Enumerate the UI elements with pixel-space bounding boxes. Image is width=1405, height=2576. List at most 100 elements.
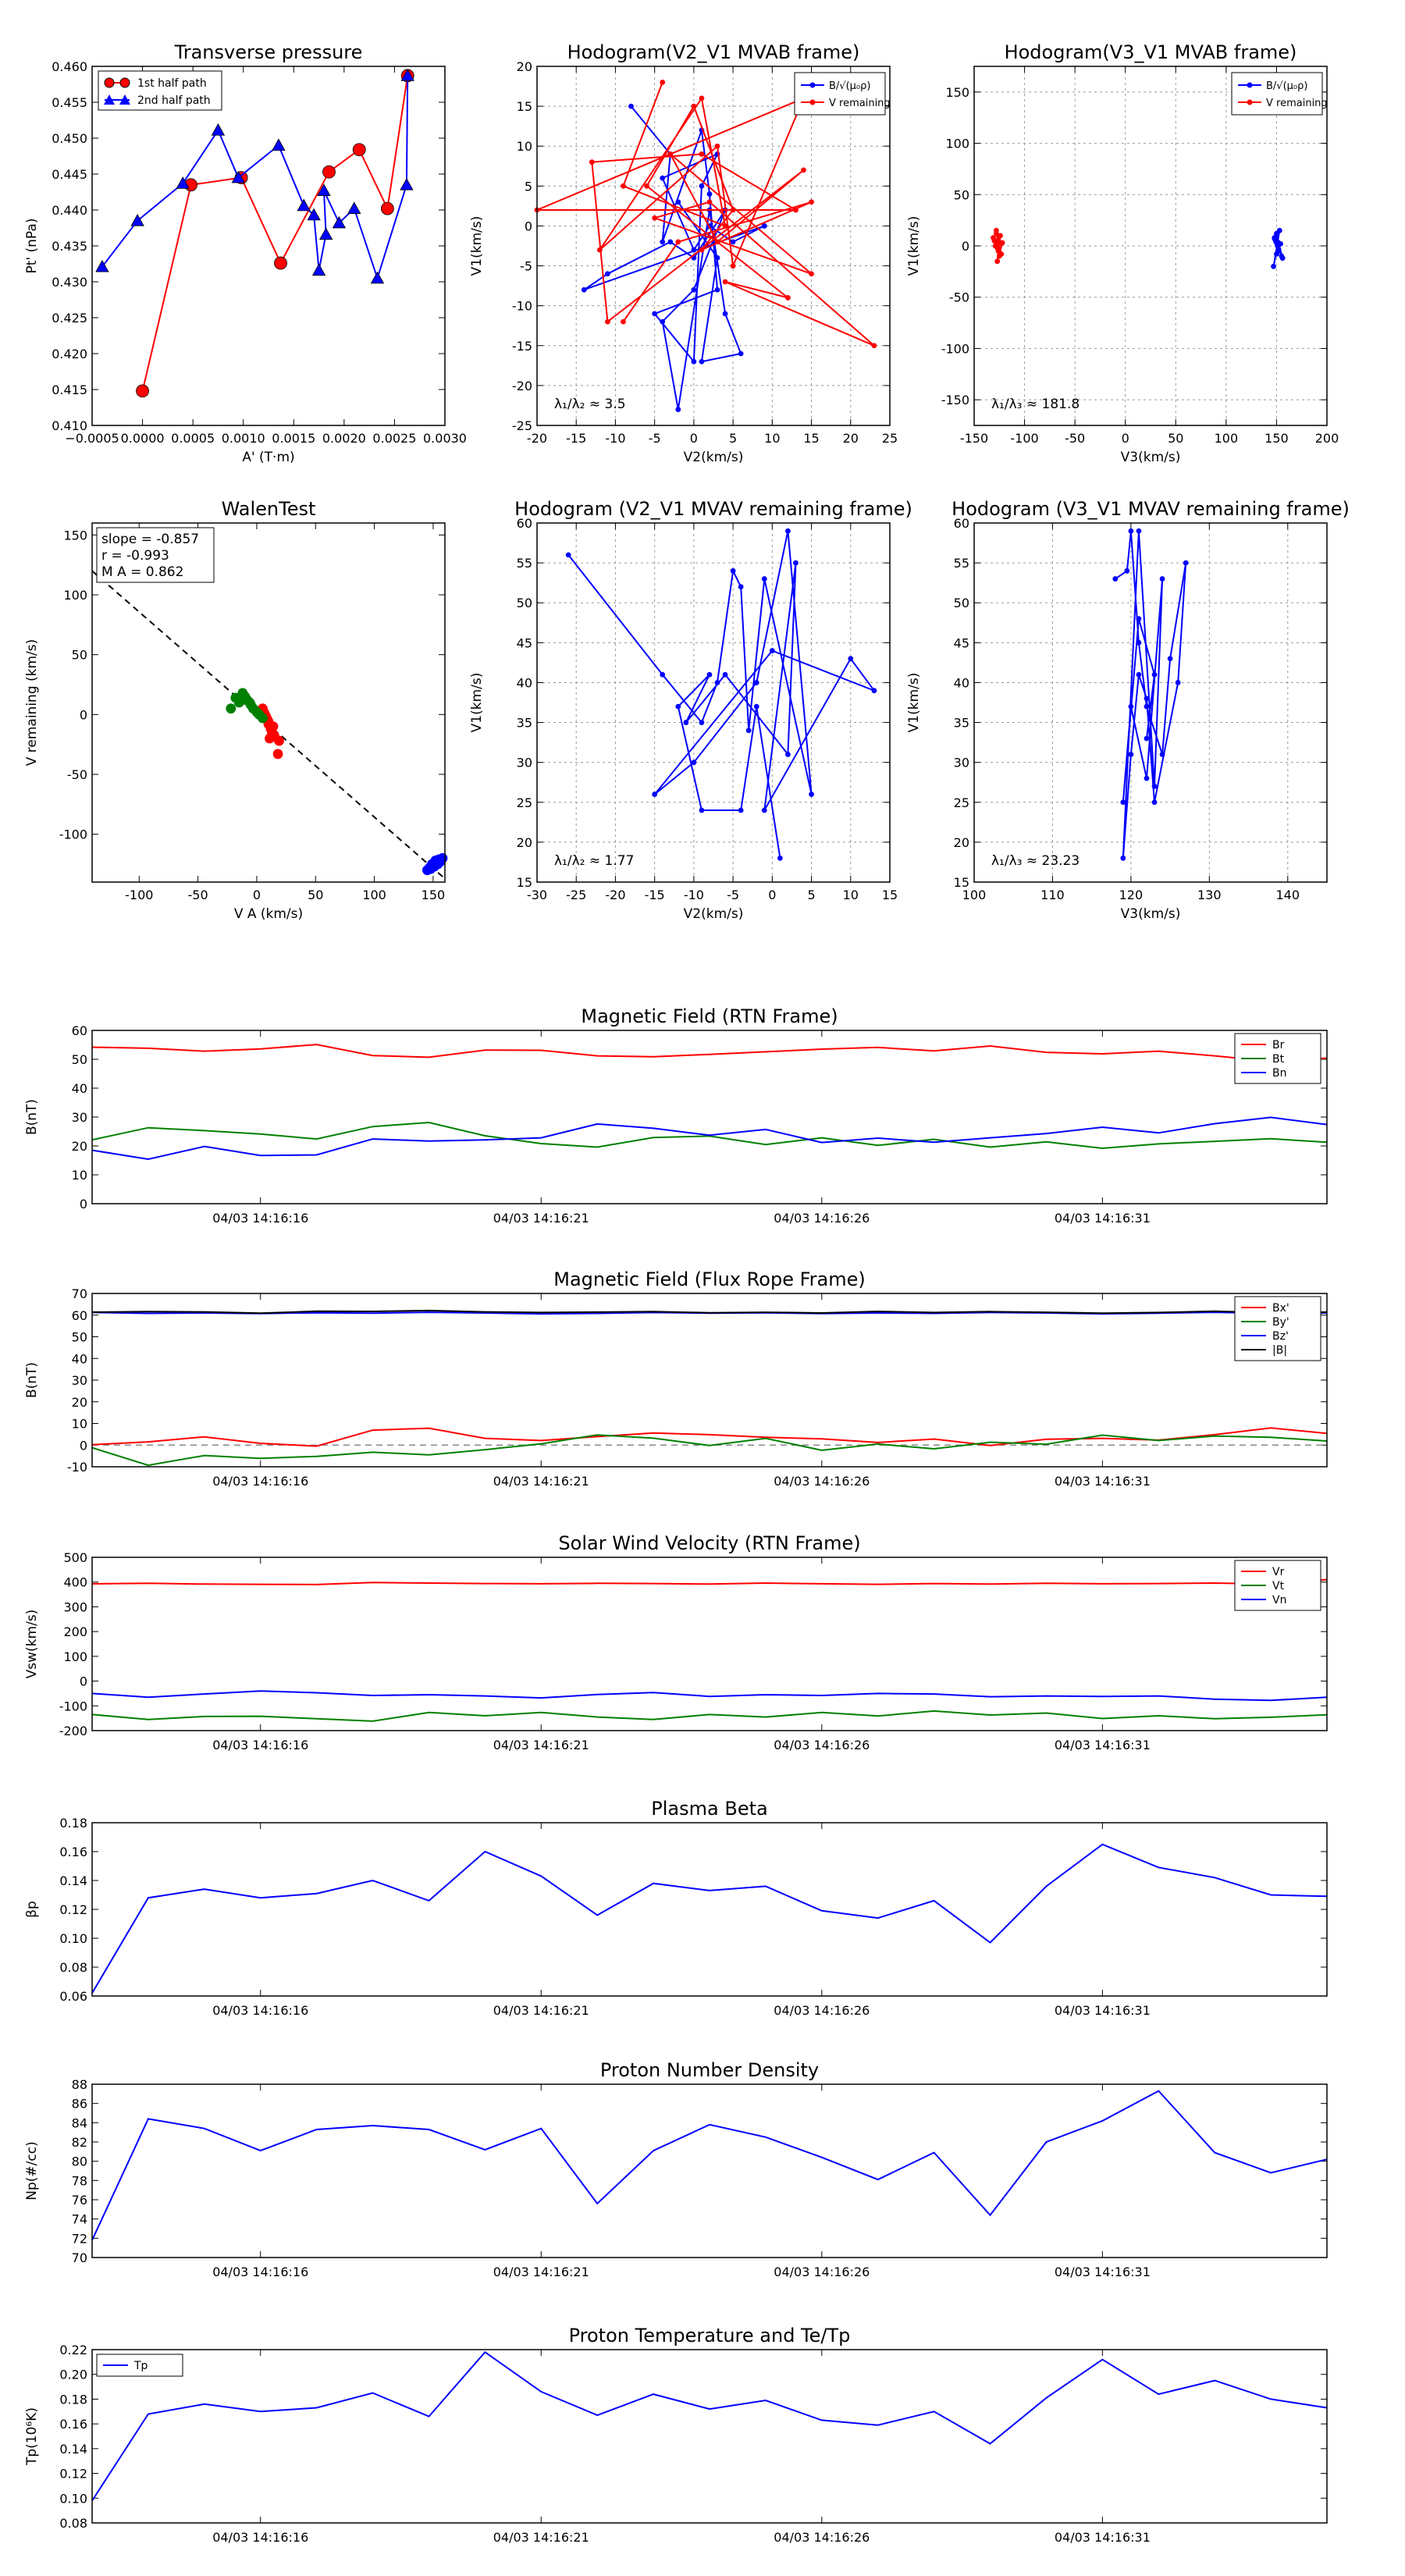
data-point xyxy=(994,245,1001,251)
circle-marker xyxy=(136,384,149,398)
y-tick-label: -100 xyxy=(941,341,969,356)
y-tick-label: 400 xyxy=(63,1575,87,1590)
triangle-marker xyxy=(297,198,311,212)
y-axis-label: Vsw(km/s) xyxy=(24,1610,40,1679)
scatter-point xyxy=(230,692,241,703)
y-tick-label: 35 xyxy=(954,716,969,731)
data-point xyxy=(699,151,705,157)
data-point xyxy=(722,279,728,285)
y-tick-label: 55 xyxy=(517,556,532,571)
time-tick-label: 04/03 14:16:31 xyxy=(1055,1211,1151,1226)
chart-tp: 0.08 0.10 0.12 0.14 0.16 0.18 0.20 0.22 Tp(10⁶K)… xyxy=(24,2325,1328,2545)
chart-hr31: 15 20 25 30 35 40 45 50 55 60 100 110 120 130 140 V3(km… xyxy=(906,498,1350,922)
y-tick-label: 20 xyxy=(954,835,969,850)
series-line-0 xyxy=(91,1578,1328,1585)
time-tick-label: 04/03 14:16:31 xyxy=(1055,2530,1151,2545)
data-point xyxy=(667,239,674,245)
data-point xyxy=(871,688,877,694)
y-tick-label: 15 xyxy=(517,99,532,114)
x-tick-label: 150 xyxy=(1264,431,1289,446)
x-tick-label: 100 xyxy=(962,888,987,902)
legend-box xyxy=(1231,72,1323,116)
x-tick-label: -15 xyxy=(645,888,665,902)
y-tick-label: -150 xyxy=(941,393,969,407)
legend-label: Bn xyxy=(1272,1067,1286,1080)
time-tick-label: 04/03 14:16:16 xyxy=(212,2530,308,2545)
data-point xyxy=(660,239,666,245)
chart-hr21: 15 20 25 30 35 40 45 50 55 60 -30 -25 -20 -15 -10 -5 0 5 1… xyxy=(469,498,912,922)
time-tick-label: 04/03 14:16:26 xyxy=(774,2265,870,2279)
chart-beta: 0.06 0.08 0.10 0.12 0.14 0.16 0.18 βp Plasma Bet… xyxy=(24,1798,1328,2018)
legend-box xyxy=(794,72,886,116)
triangle-marker xyxy=(370,271,385,284)
y-tick-label: 60 xyxy=(517,516,532,531)
x-tick-label: 200 xyxy=(1315,431,1339,446)
data-point xyxy=(769,648,775,653)
x-tick-label: 10 xyxy=(843,888,859,902)
data-point xyxy=(730,239,736,245)
data-point xyxy=(1275,246,1282,252)
x-tick-label: 0.0010 xyxy=(222,431,265,446)
legend-label: Tp xyxy=(133,2360,148,2372)
data-point xyxy=(706,199,713,205)
data-point xyxy=(691,358,697,365)
legend-marker xyxy=(1247,99,1253,105)
x-tick-label: 140 xyxy=(1276,888,1300,902)
y-tick-label: 0 xyxy=(962,239,969,254)
x-tick-label: -5 xyxy=(727,888,739,902)
circle-marker xyxy=(352,143,366,157)
data-point xyxy=(699,247,705,253)
y-tick-label: 25 xyxy=(954,795,969,810)
y-tick-label: 40 xyxy=(72,1351,87,1366)
data-point xyxy=(1271,263,1276,269)
y-axis-label: B(nT) xyxy=(24,1099,40,1135)
data-point xyxy=(699,807,705,813)
y-tick-label: 30 xyxy=(517,756,532,770)
x-tick-label: 50 xyxy=(308,888,323,902)
y-tick-label: 0.20 xyxy=(59,2368,87,2382)
legend-label: Vn xyxy=(1272,1594,1286,1606)
scatter-point xyxy=(258,713,268,724)
legend-label: 1st half path xyxy=(137,77,207,90)
stats-box xyxy=(96,527,215,583)
eigenvalue-ratio: λ₁/λ₃ ≈ 181.8 xyxy=(991,397,1080,412)
x-axis-label: V2(km/s) xyxy=(684,906,744,922)
y-axis-label: B(nT) xyxy=(24,1362,40,1398)
y-axis-label: V1(km/s) xyxy=(906,216,922,276)
legend-label: V remaining xyxy=(1266,98,1328,109)
data-point xyxy=(1124,568,1130,574)
data-point xyxy=(1120,855,1126,861)
data-point xyxy=(699,183,705,189)
legend-marker xyxy=(809,82,816,88)
time-tick-label: 04/03 14:16:26 xyxy=(774,2530,870,2545)
scatter-point xyxy=(226,703,237,714)
data-point xyxy=(1136,671,1142,678)
axes-frame xyxy=(536,522,891,883)
y-tick-label: -20 xyxy=(512,379,532,393)
data-point xyxy=(605,271,610,277)
data-point xyxy=(793,560,799,566)
data-point xyxy=(652,215,658,221)
y-tick-label: 50 xyxy=(72,1052,87,1067)
time-tick-label: 04/03 14:16:31 xyxy=(1055,2265,1151,2279)
y-tick-label: 0.18 xyxy=(59,1816,87,1831)
data-point xyxy=(809,792,814,797)
legend-label: Br xyxy=(1272,1039,1285,1051)
data-point xyxy=(675,239,681,245)
data-point xyxy=(1183,560,1189,566)
data-point xyxy=(714,143,720,149)
y-axis-label: Np(#/cc) xyxy=(24,2141,40,2200)
data-point xyxy=(589,159,595,165)
y-tick-label: 72 xyxy=(72,2231,87,2246)
y-axis-label: Pt' (nPa) xyxy=(24,219,40,274)
scatter-point xyxy=(432,859,443,870)
y-tick-label: -100 xyxy=(59,827,87,842)
chart-vsw: -200 -100 0 100 200 300 400 500 Vsw(km/s) Solar W… xyxy=(24,1532,1328,1752)
x-tick-label: 120 xyxy=(1119,888,1144,902)
data-point xyxy=(691,103,697,109)
triangle-marker xyxy=(211,123,226,136)
data-point xyxy=(995,237,1001,243)
data-point xyxy=(660,318,666,325)
triangle-marker xyxy=(400,177,414,190)
